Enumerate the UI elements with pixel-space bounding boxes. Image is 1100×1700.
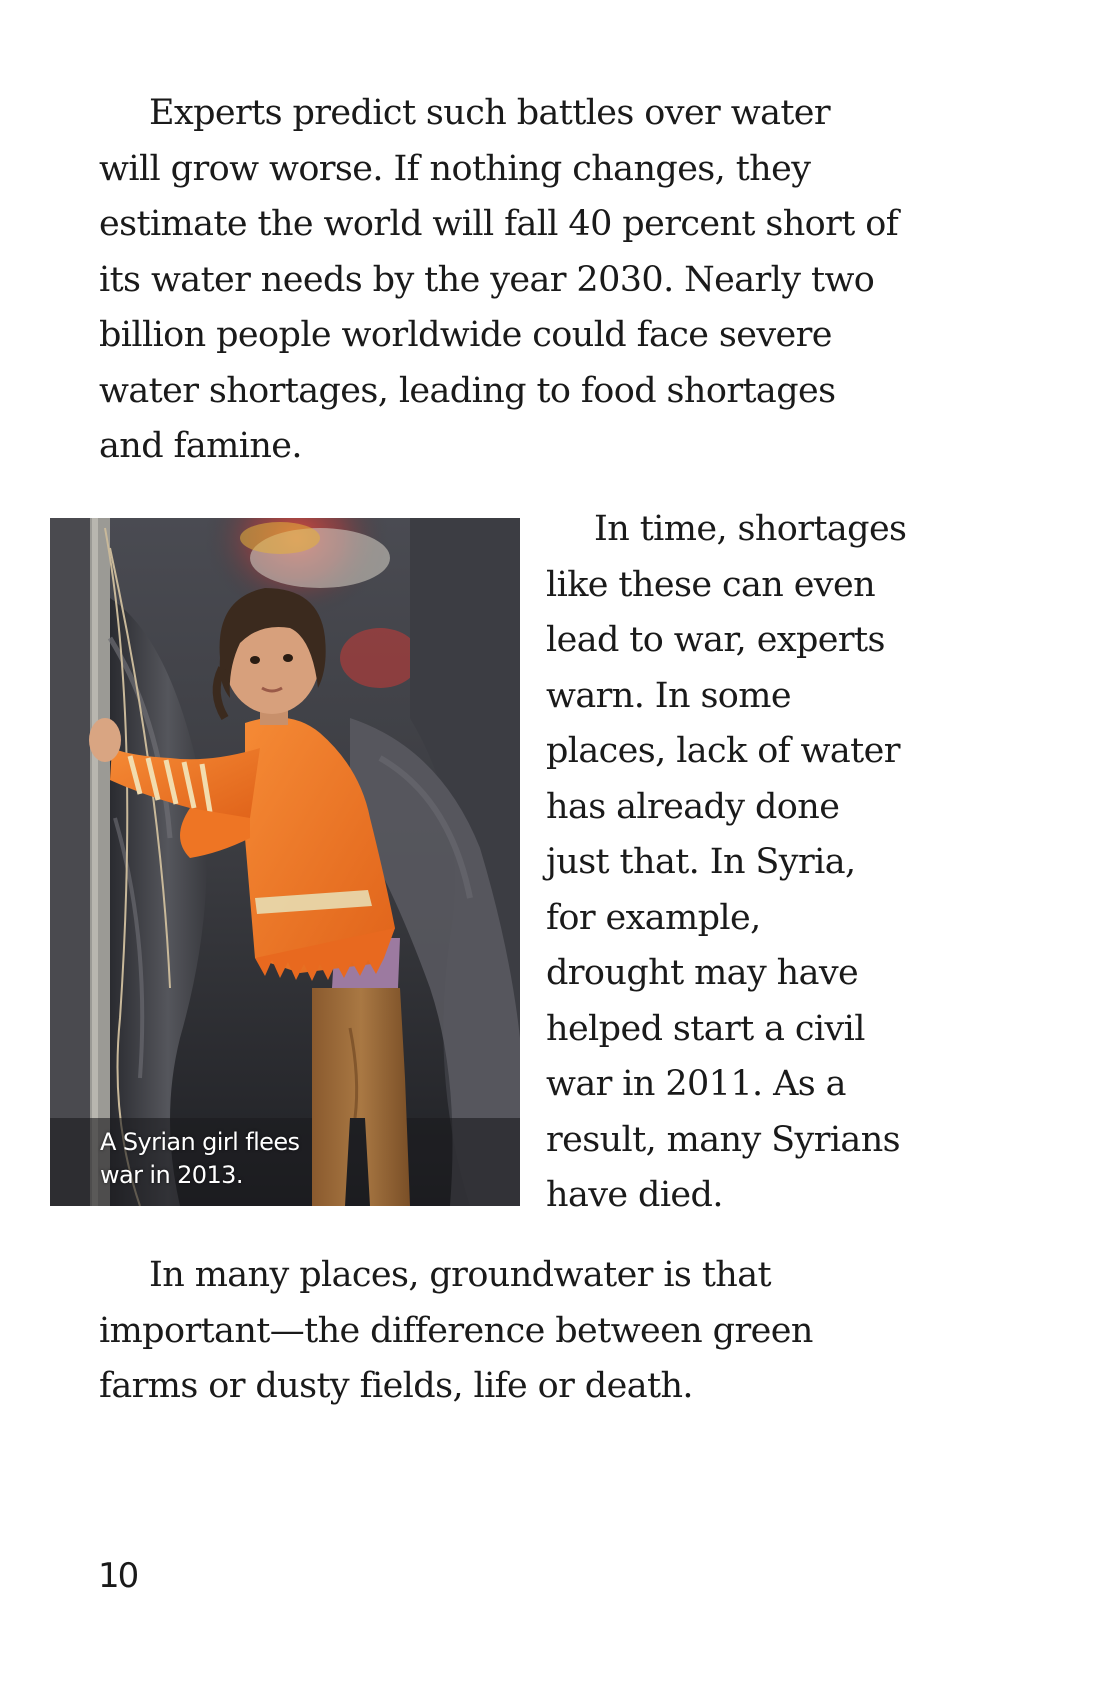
- text-line: helped start a civil: [546, 1008, 865, 1049]
- text-line: for example,: [546, 897, 761, 938]
- photo-syrian-girl: A Syrian girl flees war in 2013.: [50, 518, 520, 1206]
- text-line: Experts predict such battles over water: [149, 93, 831, 133]
- photo-illustration: [50, 518, 520, 1206]
- text-line: has already done: [546, 786, 840, 827]
- photo-caption: A Syrian girl flees war in 2013.: [100, 1126, 300, 1192]
- text-line: farms or dusty fields, life or death.: [99, 1366, 694, 1406]
- text-line: billion people worldwide could face seve…: [99, 315, 833, 355]
- paragraph-2: In time, shortages like these can even l…: [546, 502, 966, 1224]
- text-line: have died.: [546, 1175, 723, 1215]
- page-number: 10: [98, 1556, 139, 1596]
- text-line: In many places, groundwater is that: [149, 1255, 772, 1295]
- text-line: and famine.: [99, 426, 303, 466]
- caption-line: A Syrian girl flees: [100, 1128, 300, 1156]
- text-line: warn. In some: [546, 675, 792, 716]
- paragraph-3: In many places, groundwater is that impo…: [99, 1248, 959, 1415]
- text-line: will grow worse. If nothing changes, the…: [99, 148, 811, 189]
- text-line: places, lack of water: [546, 731, 900, 771]
- caption-line: war in 2013.: [100, 1161, 243, 1189]
- text-line: its water needs by the year 2030. Nearly…: [99, 259, 875, 300]
- text-line: estimate the world will fall 40 percent …: [99, 204, 899, 244]
- text-line: like these can even: [546, 564, 876, 605]
- text-line: important—the difference between green: [99, 1310, 813, 1351]
- paragraph-1: Experts predict such battles over water …: [99, 86, 959, 475]
- text-line: result, many Syrians: [546, 1119, 901, 1160]
- text-line: war in 2011. As a: [546, 1064, 847, 1104]
- text-line: In time, shortages: [594, 509, 907, 549]
- text-line: drought may have: [546, 953, 859, 993]
- text-line: lead to war, experts: [546, 620, 885, 660]
- text-line: water shortages, leading to food shortag…: [99, 370, 836, 411]
- text-line: just that. In Syria,: [546, 842, 856, 882]
